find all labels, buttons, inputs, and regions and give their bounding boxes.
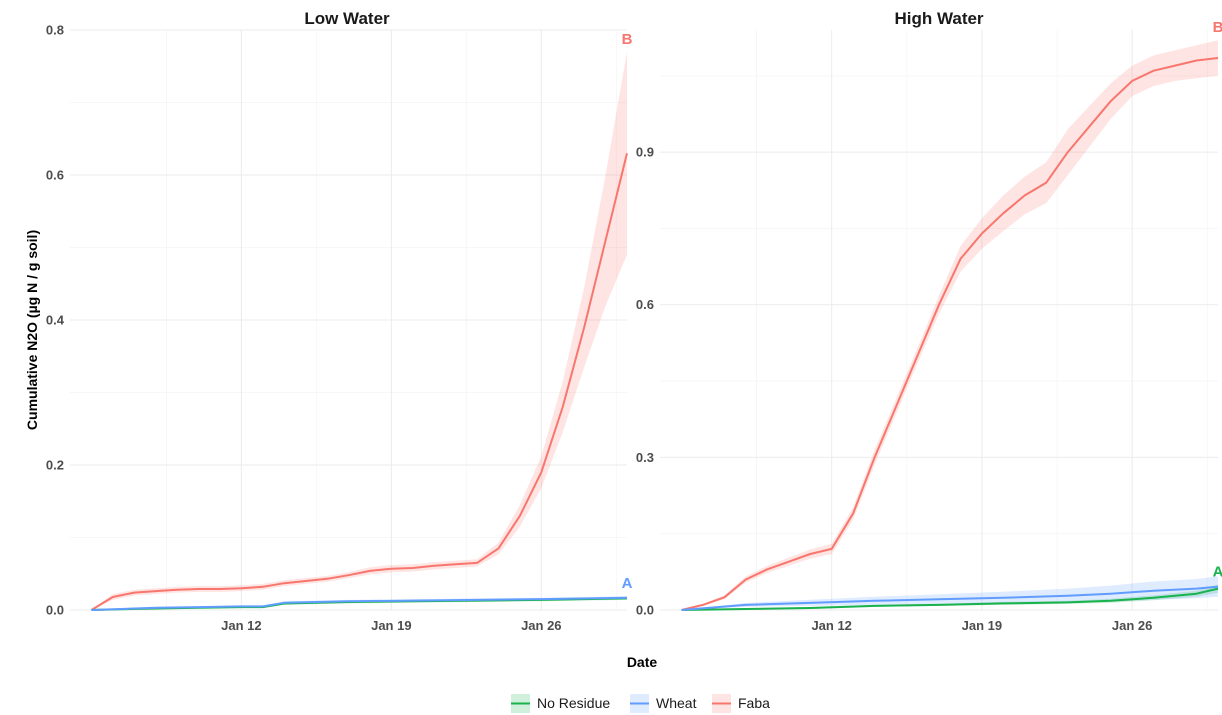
series-line-no-residue — [681, 587, 1219, 611]
y-tick-label: 0.6 — [46, 168, 64, 183]
ribbon-faba — [91, 51, 627, 611]
grid — [660, 30, 1218, 611]
legend: No Residue Wheat Faba — [511, 694, 770, 713]
x-tick-label: Jan 19 — [371, 618, 411, 633]
x-tick-label: Jan 26 — [521, 618, 561, 633]
grid — [70, 29, 627, 611]
significance-letter-faba: B — [622, 31, 633, 48]
panel-title: Low Water — [304, 9, 390, 28]
legend-label-faba: Faba — [738, 695, 770, 711]
panel-low-water: Low Water 0.0 0.2 0.4 0.6 0.8 Jan 12 Jan 19 Jan… — [46, 9, 633, 633]
x-tick-label: Jan 19 — [962, 618, 1002, 633]
legend-label-wheat: Wheat — [656, 695, 697, 711]
y-tick-label: 0.0 — [46, 603, 64, 618]
y-tick-label: 0.4 — [46, 313, 65, 328]
legend-label-no-residue: No Residue — [537, 695, 610, 711]
legend-item-no-residue: No Residue — [511, 694, 610, 713]
x-tick-label: Jan 26 — [1112, 618, 1152, 633]
x-tick-label: Jan 12 — [811, 618, 851, 633]
series-line-faba — [90, 153, 628, 611]
y-tick-label: 0.6 — [636, 297, 654, 312]
series-line-faba — [681, 57, 1219, 611]
y-tick-label: 0.8 — [46, 23, 64, 38]
y-axis-title: Cumulative N2O (µg N / g soil) — [24, 230, 40, 430]
legend-item-faba: Faba — [712, 694, 770, 713]
series-line-wheat — [91, 596, 628, 611]
x-axis-title: Date — [627, 654, 658, 670]
y-tick-label: 0.0 — [636, 603, 654, 618]
series-line-wheat — [681, 585, 1219, 611]
panel-title: High Water — [894, 9, 983, 28]
x-tick-label: Jan 12 — [221, 618, 261, 633]
legend-item-wheat: Wheat — [630, 694, 697, 713]
y-tick-label: 0.2 — [46, 458, 64, 473]
ribbon-faba — [681, 40, 1218, 610]
significance-letter-no-residue: A — [1213, 564, 1222, 581]
panel-high-water: High Water 0.0 0.3 0.6 0.9 Jan 12 Jan 19 Jan 2… — [636, 9, 1222, 633]
y-tick-label: 0.3 — [636, 450, 654, 465]
y-tick-label: 0.9 — [636, 145, 654, 160]
significance-letter-faba: B — [1213, 19, 1222, 36]
significance-letter-wheat: A — [622, 575, 633, 592]
